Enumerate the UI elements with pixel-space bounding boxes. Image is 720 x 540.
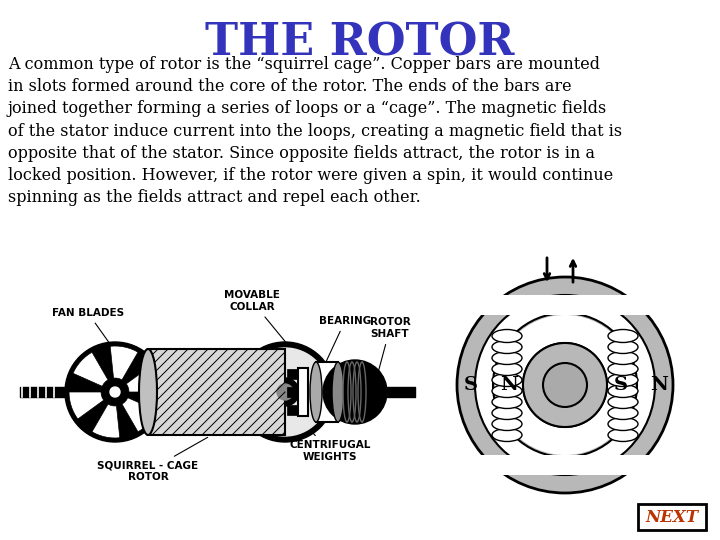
Ellipse shape: [310, 362, 322, 422]
Circle shape: [495, 315, 635, 455]
Circle shape: [323, 360, 387, 424]
Text: NEXT: NEXT: [645, 509, 698, 525]
Ellipse shape: [492, 352, 522, 365]
Polygon shape: [126, 365, 161, 392]
Circle shape: [523, 343, 607, 427]
Polygon shape: [110, 346, 138, 380]
Text: MOVABLE
COLLAR: MOVABLE COLLAR: [224, 291, 300, 360]
Ellipse shape: [608, 407, 638, 420]
Circle shape: [65, 342, 165, 442]
Circle shape: [457, 277, 673, 493]
Circle shape: [523, 343, 607, 427]
Bar: [316, 362, 338, 422]
Circle shape: [235, 342, 335, 442]
Ellipse shape: [492, 407, 522, 420]
Ellipse shape: [608, 352, 638, 365]
Bar: [298, 368, 308, 416]
Ellipse shape: [608, 329, 638, 342]
Ellipse shape: [608, 429, 638, 442]
Polygon shape: [73, 352, 108, 386]
Bar: [479, 455, 651, 475]
Bar: [638, 504, 706, 530]
Circle shape: [271, 378, 299, 406]
Polygon shape: [122, 397, 157, 432]
Ellipse shape: [332, 362, 344, 422]
Polygon shape: [92, 404, 120, 438]
Ellipse shape: [492, 374, 522, 387]
Ellipse shape: [608, 417, 638, 430]
Text: A common type of rotor is the “squirrel cage”. Copper bars are mounted
in slots : A common type of rotor is the “squirrel …: [8, 56, 622, 206]
Text: BEARING: BEARING: [319, 316, 371, 361]
Text: FAN BLADES: FAN BLADES: [52, 308, 124, 356]
Ellipse shape: [492, 341, 522, 354]
Bar: [287, 387, 297, 397]
Bar: [148, 349, 285, 435]
Circle shape: [475, 295, 655, 475]
Circle shape: [493, 313, 637, 457]
Bar: [479, 295, 651, 315]
Bar: [287, 405, 297, 415]
Bar: [148, 349, 285, 435]
Ellipse shape: [608, 362, 638, 375]
Ellipse shape: [608, 374, 638, 387]
Ellipse shape: [608, 341, 638, 354]
Ellipse shape: [492, 362, 522, 375]
Polygon shape: [69, 392, 104, 419]
Circle shape: [110, 387, 120, 397]
Text: S: S: [614, 376, 628, 394]
Text: N: N: [650, 376, 668, 394]
Circle shape: [241, 348, 329, 436]
Ellipse shape: [608, 395, 638, 408]
Ellipse shape: [139, 349, 157, 435]
Ellipse shape: [492, 329, 522, 342]
Text: N: N: [500, 376, 518, 394]
Circle shape: [105, 382, 125, 402]
Circle shape: [543, 363, 587, 407]
Text: S: S: [464, 376, 478, 394]
Ellipse shape: [492, 395, 522, 408]
Text: SQUIRREL - CAGE
ROTOR: SQUIRREL - CAGE ROTOR: [97, 437, 207, 482]
Text: CENTRIFUGAL
WEIGHTS: CENTRIFUGAL WEIGHTS: [289, 416, 371, 462]
Circle shape: [277, 384, 293, 400]
Circle shape: [543, 363, 587, 407]
Ellipse shape: [608, 384, 638, 397]
Ellipse shape: [492, 429, 522, 442]
Bar: [287, 369, 297, 379]
Ellipse shape: [492, 417, 522, 430]
Text: THE ROTOR: THE ROTOR: [205, 22, 515, 65]
Text: ROTOR
SHAFT: ROTOR SHAFT: [369, 318, 410, 381]
Ellipse shape: [492, 384, 522, 397]
